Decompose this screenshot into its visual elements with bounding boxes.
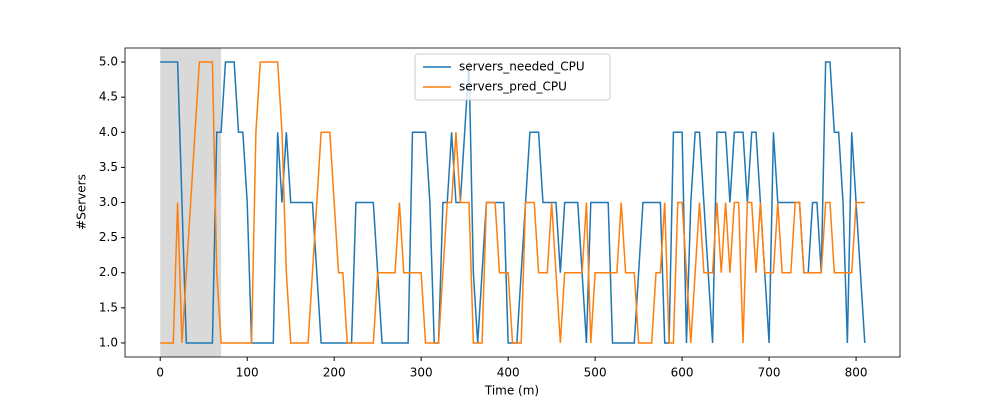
- x-tick-label: 700: [758, 366, 781, 380]
- x-tick-label: 600: [671, 366, 694, 380]
- x-tick-label: 400: [497, 366, 520, 380]
- y-axis-label: #Servers: [75, 174, 89, 230]
- y-tick-label: 1.0: [99, 335, 118, 349]
- x-tick-label: 800: [845, 366, 868, 380]
- legend-label: servers_pred_CPU: [459, 80, 567, 94]
- plot-frame: [124, 47, 901, 358]
- legend-label: servers_needed_CPU: [459, 60, 585, 74]
- y-tick-label: 2.5: [99, 230, 118, 244]
- x-tick-label: 500: [584, 366, 607, 380]
- x-axis-label: Time (m): [484, 384, 539, 398]
- x-tick-label: 100: [236, 366, 259, 380]
- y-tick-label: 4.5: [99, 90, 118, 104]
- y-tick-label: 3.0: [99, 195, 118, 209]
- line-series: [160, 61, 865, 344]
- x-tick-label: 0: [156, 366, 164, 380]
- x-tick-label: 300: [410, 366, 433, 380]
- y-tick-label: 4.0: [99, 125, 118, 139]
- y-tick-label: 3.5: [99, 160, 118, 174]
- legend-box: [414, 53, 611, 101]
- y-tick-label: 1.5: [99, 300, 118, 314]
- line-series: [160, 61, 866, 344]
- y-tick-label: 2.0: [99, 265, 118, 279]
- x-tick-label: 200: [323, 366, 346, 380]
- y-tick-label: 5.0: [99, 55, 118, 69]
